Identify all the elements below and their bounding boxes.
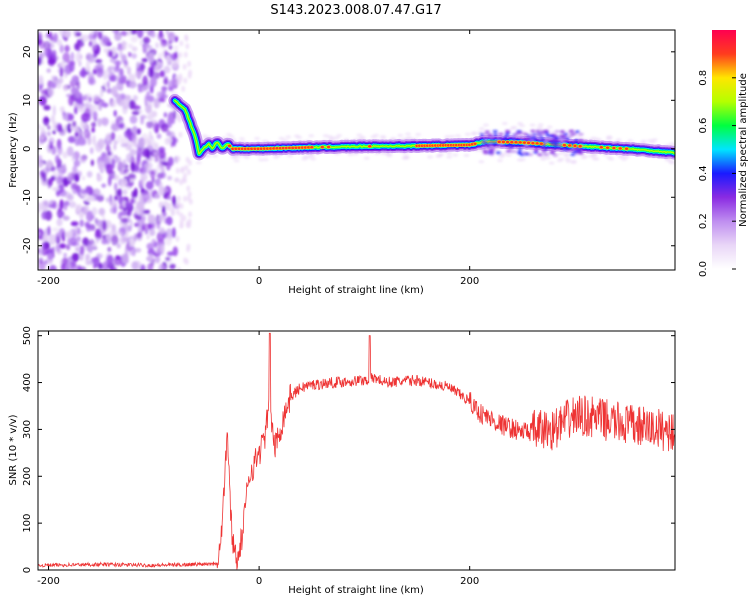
- spectrogram-heatmap: [38, 30, 675, 270]
- snr-y-tick-label: 0: [22, 567, 33, 573]
- spectrogram-peaks: [227, 140, 629, 151]
- colorbar-ticks: 0.0 0.2 0.4 0.6 0.8: [698, 70, 736, 277]
- spectrogram-ticks: -200 0 200 -20 -10 0 10 20: [22, 30, 675, 287]
- chart-title: S143.2023.008.07.47.G17: [270, 3, 441, 18]
- spectrogram-y-tick-label: -10: [22, 189, 33, 205]
- colorbar: 0.0 0.2 0.4 0.6 0.8 Normalized spectral ampl…: [698, 30, 749, 277]
- colorbar-tick-label: 0.2: [698, 213, 709, 229]
- snr-ticks: -200 0 200 0 100 200 300 400 500: [22, 326, 675, 587]
- snr-x-tick-label: 200: [460, 576, 479, 587]
- spectrogram-panel: -200 0 200 -20 -10 0 10 20 Height of straight l…: [8, 29, 676, 296]
- colorbar-tick-label: 0.8: [698, 70, 709, 86]
- snr-x-tick-label: 0: [256, 576, 262, 587]
- spectrogram-noise: [38, 30, 193, 270]
- colorbar-tick-label: 0.4: [698, 165, 709, 181]
- snr-x-tick-label: -200: [37, 576, 60, 587]
- spectrogram-broadband: [479, 129, 585, 157]
- snr-series-line: [38, 332, 675, 570]
- colorbar-tick-label: 0.0: [698, 261, 709, 277]
- colorbar-label: Normalized spectral amplitude: [738, 73, 749, 227]
- colorbar-gradient: [712, 30, 736, 269]
- spectrogram-y-axis-label: Frequency (Hz): [8, 112, 19, 188]
- snr-y-axis-label: SNR (10 * v/v): [8, 414, 19, 485]
- spectrogram-y-tick-label: 20: [22, 45, 33, 58]
- snr-y-tick-label: 200: [22, 467, 33, 486]
- spectrogram-y-tick-label: 10: [22, 94, 33, 107]
- spectrogram-x-axis-label: Height of straight line (km): [288, 285, 424, 296]
- spectrogram-x-tick-label: 200: [460, 276, 479, 287]
- spectrogram-y-tick-label: -20: [22, 238, 33, 254]
- snr-y-tick-label: 500: [22, 326, 33, 345]
- snr-y-tick-label: 400: [22, 373, 33, 392]
- spectrogram-x-tick-label: -200: [37, 276, 60, 287]
- spectrogram-y-tick-label: 0: [22, 146, 33, 152]
- snr-y-tick-label: 100: [22, 514, 33, 533]
- snr-frame: [37, 330, 676, 571]
- snr-y-tick-label: 300: [22, 420, 33, 439]
- snr-x-axis-label: Height of straight line (km): [288, 585, 424, 596]
- colorbar-tick-label: 0.6: [698, 118, 709, 134]
- spectrogram-frame: [37, 29, 676, 271]
- snr-panel: -200 0 200 0 100 200 300 400 500 Height of strai…: [8, 326, 676, 596]
- spectrogram-x-tick-label: 0: [256, 276, 262, 287]
